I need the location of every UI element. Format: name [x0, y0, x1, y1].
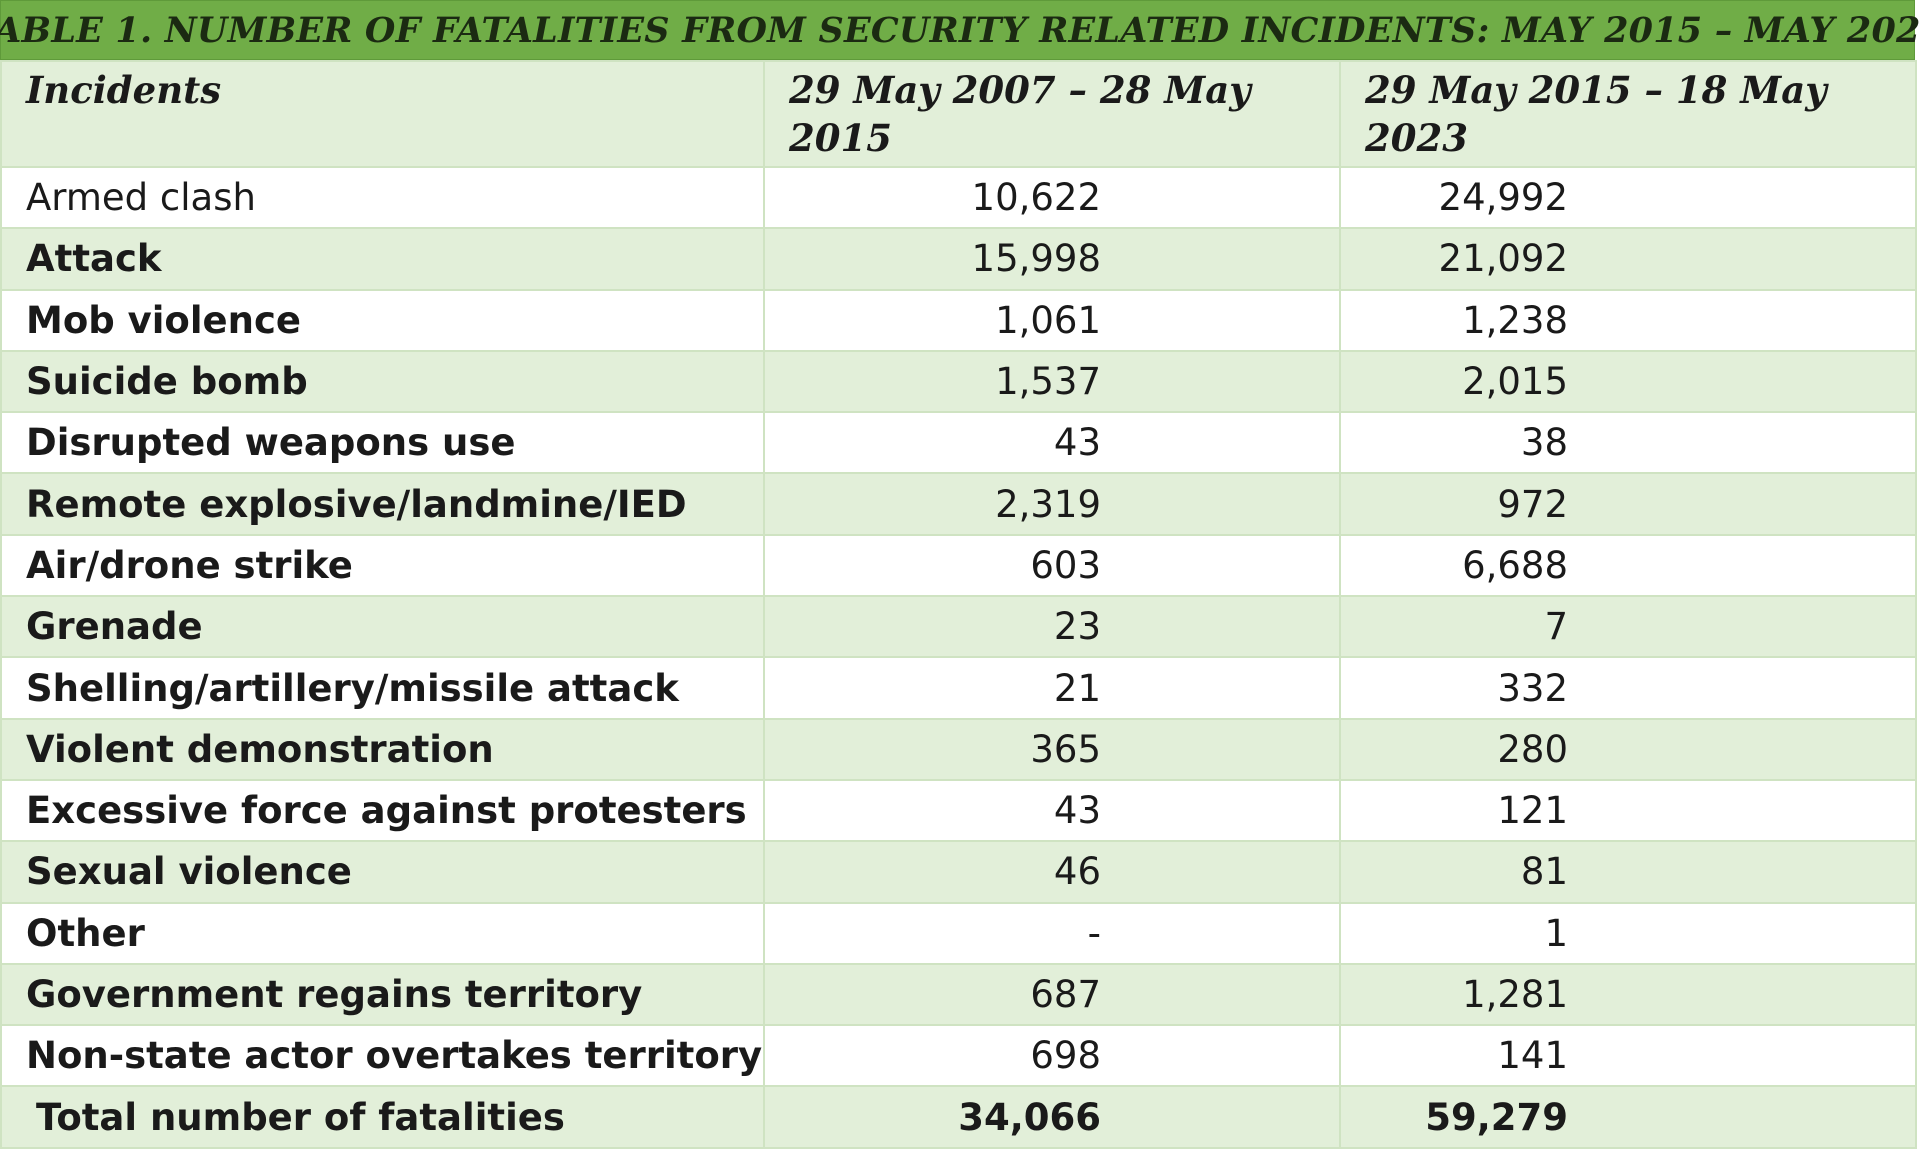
incident-label: Remote explosive/landmine/IED [0, 472, 765, 536]
header-period-2015-2023: 29 May 2015 – 18 May 2023 [1339, 60, 1917, 168]
incident-label: Suicide bomb [0, 349, 765, 414]
table-title: TABLE 1. NUMBER OF FATALITIES FROM SECUR… [0, 9, 1920, 51]
table-row: Suicide bomb 1,537 2,015 [0, 349, 1917, 414]
header-row: Incidents 29 May 2007 – 28 May 2015 29 M… [0, 60, 1917, 168]
value-2015-2023: 121 [1339, 778, 1917, 843]
incident-label: Mob violence [0, 288, 765, 352]
value-2015-2023: 1,238 [1339, 288, 1917, 352]
table-row: Air/drone strike 603 6,688 [0, 533, 1917, 598]
value-2007-2015: 1,061 [763, 288, 1341, 352]
value-2015-2023: 7 [1339, 595, 1917, 659]
table-row: Mob violence 1,061 1,238 [0, 288, 1917, 352]
incident-label: Violent demonstration [0, 717, 765, 781]
value-2007-2015: 43 [763, 778, 1341, 843]
incident-label: Armed clash [0, 165, 765, 230]
incident-label: Other [0, 901, 765, 965]
table-row: Excessive force against protesters 43 121 [0, 778, 1917, 843]
table-row: Other -1 [0, 901, 1917, 965]
value-2015-2023: 972 [1339, 472, 1917, 536]
header-incidents: Incidents [0, 60, 765, 168]
table-row: Sexual violence 46 81 [0, 840, 1917, 904]
value-2007-2015: 2,319 [763, 472, 1341, 536]
value-2007-2015: 1,537 [763, 349, 1341, 414]
value-2007-2015: 365 [763, 717, 1341, 781]
incident-label: Government regains territory [0, 962, 765, 1027]
incident-label: Disrupted weapons use [0, 411, 765, 475]
value-2015-2023: 1 [1339, 901, 1917, 965]
value-2015-2023: 1,281 [1339, 962, 1917, 1027]
value-2015-2023: 280 [1339, 717, 1917, 781]
value-2007-2015: 603 [763, 533, 1341, 598]
incident-label: Sexual violence [0, 840, 765, 904]
value-2015-2023: 81 [1339, 840, 1917, 904]
table-body: Armed clash 10,622 24,992 Attack 15,998 21,09… [0, 165, 1917, 1149]
table-row: Armed clash 10,622 24,992 [0, 165, 1917, 230]
incident-label: Shelling/artillery/missile attack [0, 656, 765, 720]
incident-label: Total number of fatalities [0, 1085, 765, 1149]
value-2007-2015: 687 [763, 962, 1341, 1027]
value-2015-2023: 59,279 [1339, 1085, 1917, 1149]
value-2007-2015: 34,066 [763, 1085, 1341, 1149]
incident-label: Non-state actor overtakes territory [0, 1024, 765, 1088]
table-row: Violent demonstration 365 280 [0, 717, 1917, 781]
value-2015-2023: 24,992 [1339, 165, 1917, 230]
incident-label: Attack [0, 227, 765, 291]
table-row: Shelling/artillery/missile attack 21 332 [0, 656, 1917, 720]
value-2007-2015: 23 [763, 595, 1341, 659]
fatalities-table: Incidents 29 May 2007 – 28 May 2015 29 M… [0, 60, 1917, 1149]
value-2015-2023: 21,092 [1339, 227, 1917, 291]
value-2007-2015: - [763, 901, 1341, 965]
table-row: Attack 15,998 21,092 [0, 227, 1917, 291]
value-2007-2015: 43 [763, 411, 1341, 475]
table-row: Remote explosive/landmine/IED 2,319 972 [0, 472, 1917, 536]
value-2015-2023: 141 [1339, 1024, 1917, 1088]
value-2007-2015: 10,622 [763, 165, 1341, 230]
value-2015-2023: 332 [1339, 656, 1917, 720]
incident-label: Excessive force against protesters [0, 778, 765, 843]
value-2015-2023: 38 [1339, 411, 1917, 475]
value-2007-2015: 698 [763, 1024, 1341, 1088]
value-2007-2015: 46 [763, 840, 1341, 904]
table-row: Non-state actor overtakes territory 698 14… [0, 1024, 1917, 1088]
header-period-2007-2015: 29 May 2007 – 28 May 2015 [763, 60, 1341, 168]
table-row: Grenade 23 7 [0, 595, 1917, 659]
value-2015-2023: 6,688 [1339, 533, 1917, 598]
value-2015-2023: 2,015 [1339, 349, 1917, 414]
value-2007-2015: 21 [763, 656, 1341, 720]
table-title-bar: TABLE 1. NUMBER OF FATALITIES FROM SECUR… [0, 0, 1920, 60]
incident-label: Air/drone strike [0, 533, 765, 598]
table-row: Disrupted weapons use 43 38 [0, 411, 1917, 475]
table-header: Incidents 29 May 2007 – 28 May 2015 29 M… [0, 60, 1917, 168]
total-row: Total number of fatalities 34,066 59,279 [0, 1085, 1917, 1149]
incident-label: Grenade [0, 595, 765, 659]
value-2007-2015: 15,998 [763, 227, 1341, 291]
table-row: Government regains territory 687 1,281 [0, 962, 1917, 1027]
